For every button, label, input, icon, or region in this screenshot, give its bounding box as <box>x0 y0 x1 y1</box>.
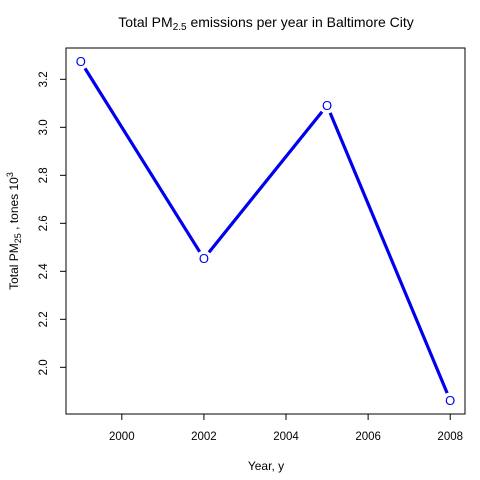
series-line-segment <box>83 67 202 253</box>
x-axis-label: Year, y <box>248 459 284 473</box>
x-tick-label: 2004 <box>273 431 299 443</box>
x-tick-label: 2008 <box>437 431 463 443</box>
y-tick-label: 3.2 <box>38 71 50 87</box>
x-tick-label: 2002 <box>191 431 217 443</box>
data-point-marker: O <box>445 393 455 408</box>
y-tick-label: 2.2 <box>38 311 50 327</box>
x-tick-label: 2000 <box>109 431 135 443</box>
x-tick-label: 2006 <box>355 431 381 443</box>
chart-title: Total PM2.5 emissions per year in Baltim… <box>118 14 414 33</box>
y-tick-label: 2.6 <box>38 215 50 231</box>
series-line-segment <box>207 110 324 254</box>
data-point-marker: O <box>76 54 86 69</box>
y-tick-label: 2.4 <box>38 263 50 280</box>
data-point-marker: O <box>322 98 332 113</box>
x-axis: 2000 2002 2004 2006 2008 <box>109 413 463 443</box>
data-point-marker: O <box>199 251 209 266</box>
y-axis: 2.0 2.2 2.4 2.6 2.8 3.0 3.2 <box>38 71 67 375</box>
y-tick-label: 2.8 <box>38 167 50 183</box>
y-axis-label: Total PM25 , tones 103 <box>5 172 23 290</box>
y-tick-label: 3.0 <box>38 119 50 135</box>
series-line-segment <box>328 112 449 394</box>
data-series: O O O O <box>76 54 456 408</box>
y-tick-label: 2.0 <box>38 359 50 375</box>
